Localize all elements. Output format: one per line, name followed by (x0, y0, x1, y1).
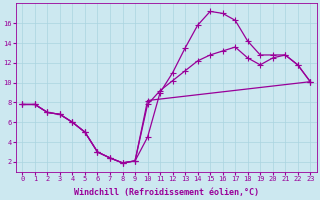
X-axis label: Windchill (Refroidissement éolien,°C): Windchill (Refroidissement éolien,°C) (74, 188, 259, 197)
